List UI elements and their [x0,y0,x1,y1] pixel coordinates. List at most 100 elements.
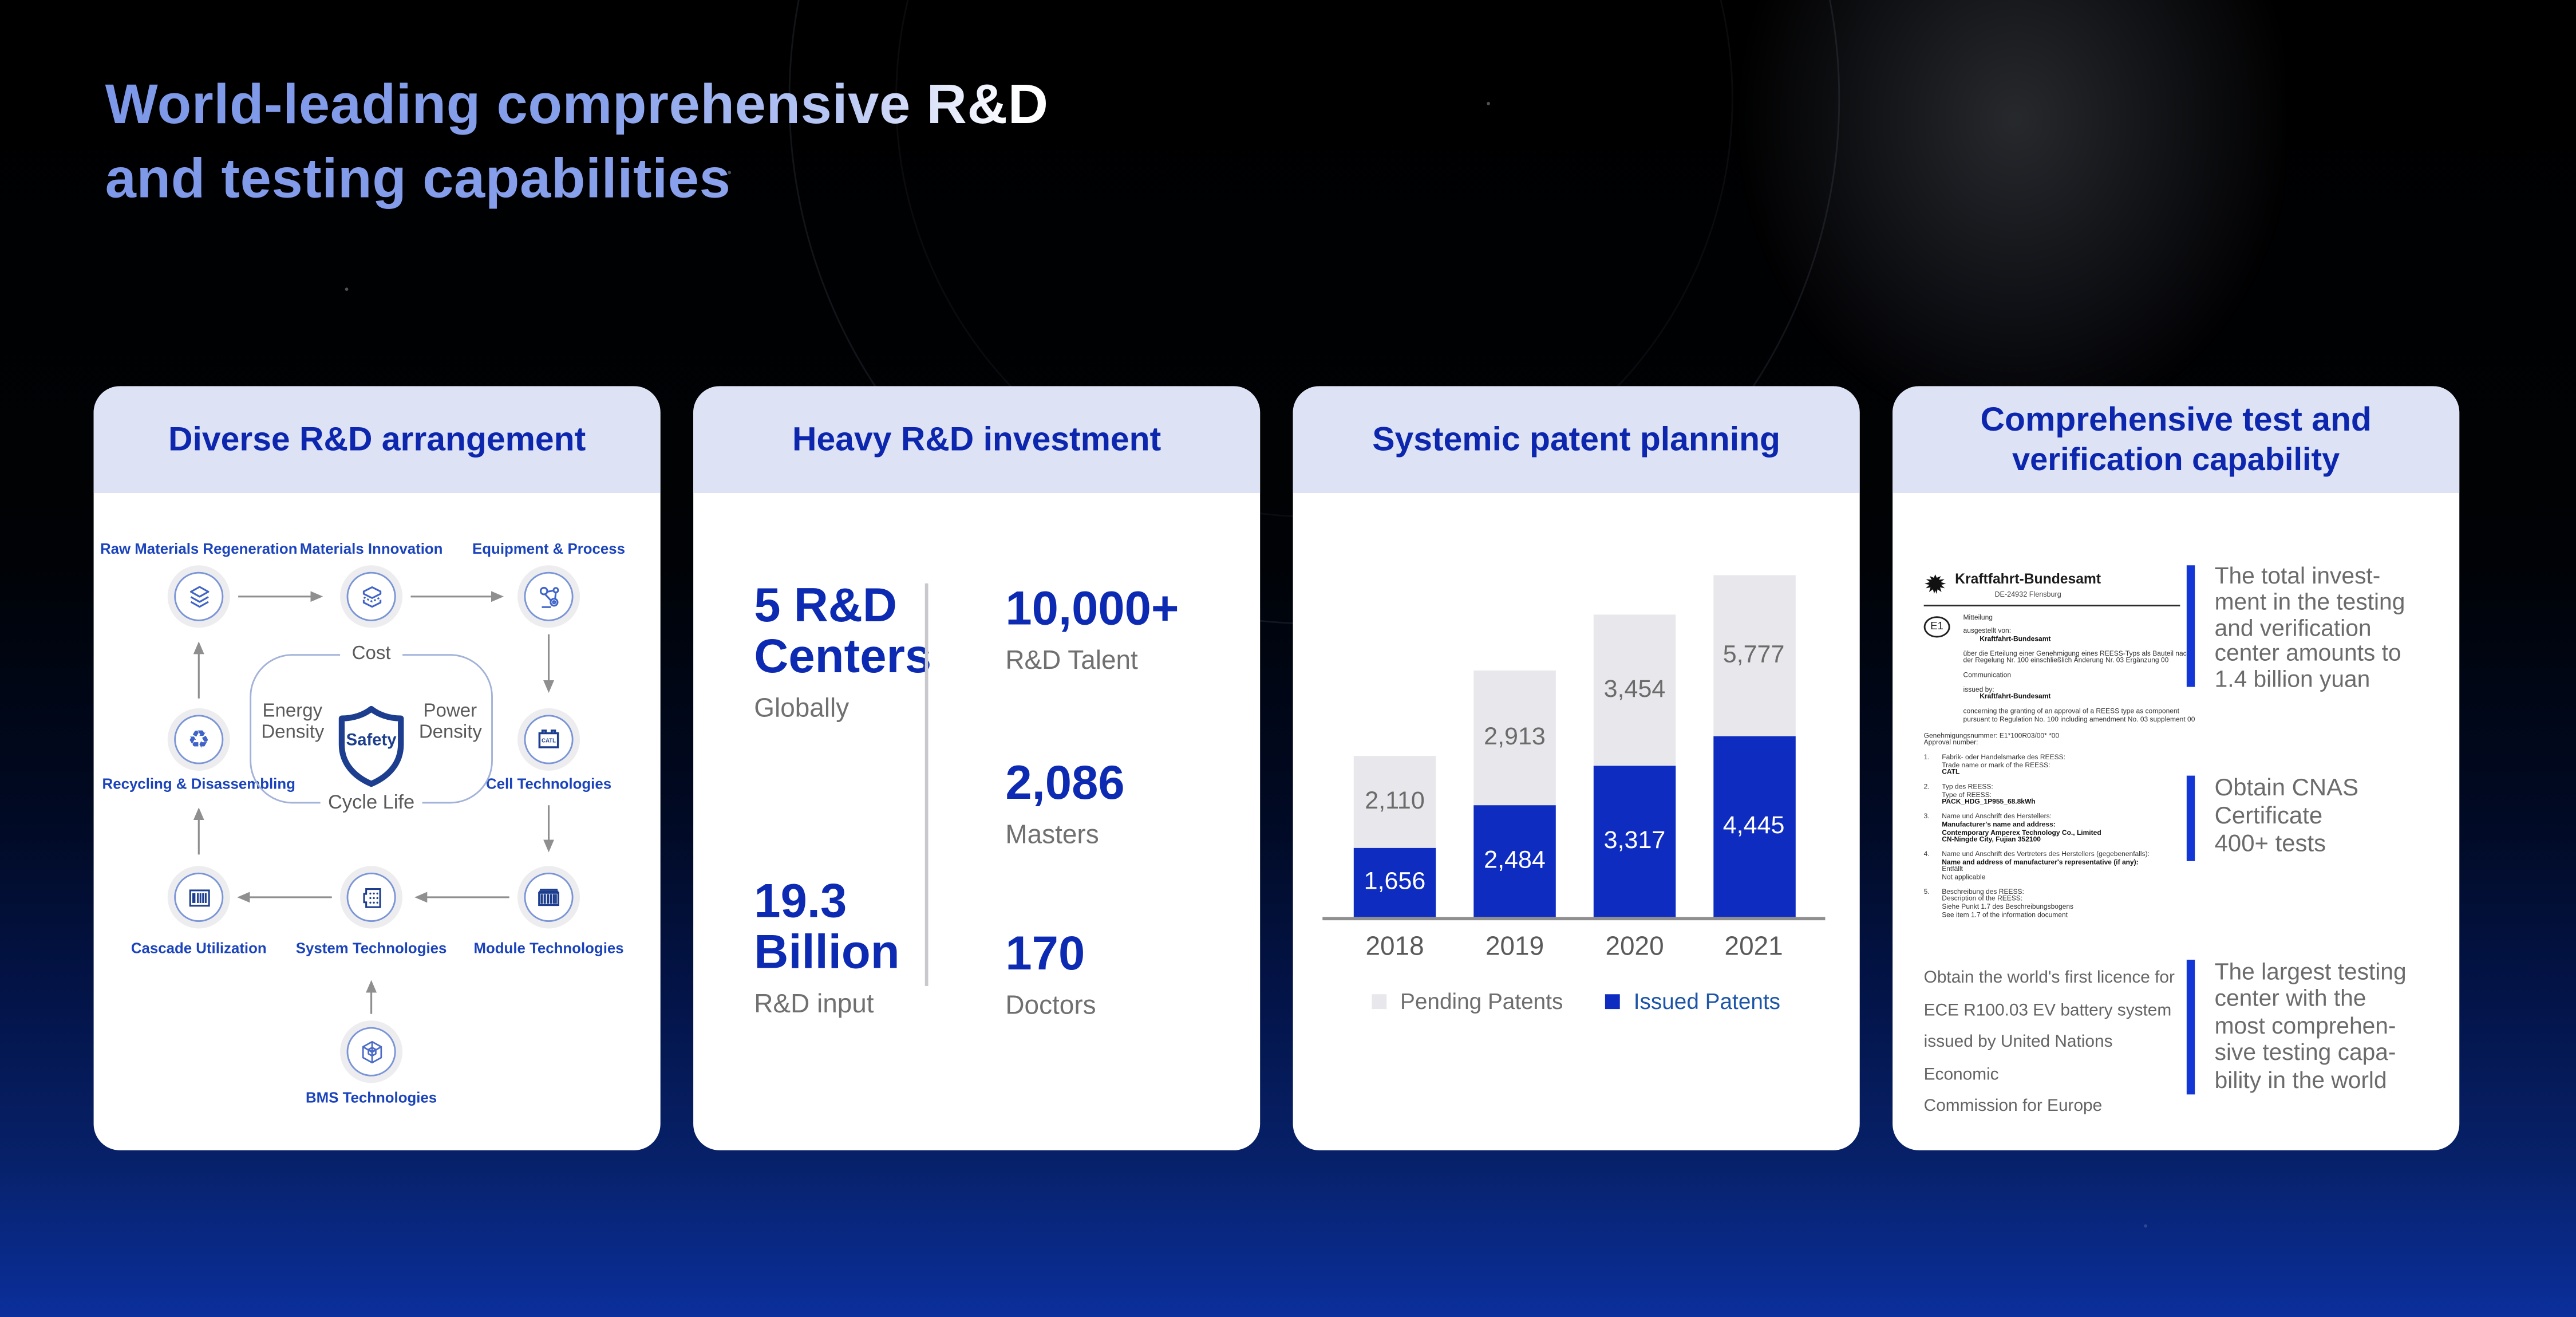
bar-pending-2019: 2,913 [1473,670,1556,806]
federal-eagle-icon [1925,574,1946,594]
node-cascade-utilization [167,866,230,929]
card-header-label: Systemic patent planning [1372,420,1780,458]
bar-issued-2018: 1,656 [1353,847,1436,917]
bar-pending-2021: 5,777 [1712,575,1795,736]
legend-swatch-icon [1605,994,1621,1010]
x-tick-2019: 2019 [1485,933,1544,961]
highlight-accent-bar [2186,775,2195,861]
certificate-item-number: 4. [1923,849,1930,858]
chart-x-axis [1322,917,1826,921]
bar-value-pending: 5,777 [1722,641,1785,669]
bar-pending-2018: 2,110 [1353,756,1436,848]
layers-icon [189,585,209,607]
highlight-block: Obtain CNAS Certificate 400+ tests [2186,775,2358,861]
certificate-text-line: Siehe Punkt 1.7 des Beschreibungsbogens [1942,902,2074,911]
certificate-text-line: Contemporary Amperex Technology Co., Lim… [1942,827,2101,836]
certificate-text-line: Manufacturer's name and address: [1942,819,2056,829]
certificate-rule [1923,604,2180,606]
background-dot [2144,1224,2147,1228]
stat-value: 5 R&D [754,580,898,633]
x-tick-2020: 2020 [1605,933,1664,961]
certificate-item: 4. Name und Anschrift des Vertreters des … [1923,849,2180,882]
stat-label: R&D Talent [1005,647,1138,676]
certificate-item: 1. Fabrik- oder Handelsmarke des REESS: Tr… [1924,753,2180,777]
node-label-raw-materials: Raw Materials Regeneration [100,541,298,557]
certificate-text-line: Name und Anschrift des Herstellers: [1942,812,2052,821]
certificate-text-line: Approval number: [1923,738,1978,747]
certificate-text-line: Name and address of manufacturer's repre… [1942,857,2139,866]
node-label-materials-innovation: Materials Innovation [299,541,443,557]
stat-label: R&D input [754,991,874,1019]
certificate-text-line: concerning the granting of an approval o… [1963,707,2180,715]
node-label-system-technologies: System Technologies [295,940,447,957]
certificate-text-line: Kraftfahrt-Bundesamt [1980,692,2051,701]
node-raw-materials [167,565,230,628]
certificate-item: 3. Name und Anschrift des Herstellers: Man… [1924,812,2180,845]
certificate-text-line: ausgestellt von: [1963,626,2012,635]
bar-issued-2019: 2,484 [1473,805,1556,917]
bar-value-issued: 3,317 [1603,826,1666,855]
recycle-icon: ♻ [187,725,210,754]
card-header-label-line1: Comprehensive test and [1980,400,2372,438]
highlight-text: The total invest-ment in the testing and … [2214,563,2405,694]
bar-value-issued: 1,656 [1364,868,1426,896]
node-recycling: ♻ [167,708,230,771]
certificate-item: 2. Typ des REESS: Type of REESS: PACK_HDG_1… [1923,782,2180,807]
stat-label: Doctors [1005,992,1096,1021]
stat-label: Globally [754,695,850,723]
card-header-label: Diverse R&D arrangement [168,420,586,458]
legend-swatch-icon [1372,994,1388,1010]
stat-value: 170 [1005,928,1085,981]
node-label-equipment-process: Equipment & Process [472,541,626,557]
highlight-block: The largest testing center with the most c… [2186,960,2407,1095]
bar-value-pending: 3,454 [1603,675,1666,704]
certificate-text-line: Not applicable [1942,873,1986,881]
legend-label: Pending Patents [1400,989,1563,1014]
certificate-authority: Kraftfahrt-Bundesamt [1955,570,2101,587]
certificate-text-line: Name und Anschrift des Vertreters des He… [1942,849,2150,858]
certificate-text-line: Trade name or mark of the REESS: [1942,760,2050,769]
certificate-text-line: Typ des REESS: [1942,782,1993,791]
material-stack-icon [362,585,381,607]
robot-arm-icon [539,586,559,608]
loop-label-cost: Cost [340,643,403,665]
certificate-location: DE-24932 Flensburg [1994,589,2061,598]
loop-label-power-density: Power Density [412,701,488,745]
node-label-cascade-utilization: Cascade Utilization [131,940,267,957]
node-label-cell-technologies: Cell Technologies [485,775,612,792]
rnd-cycle-diagram: Raw Materials Regeneration Materials Inn… [94,493,661,1150]
stat-value: Billion [754,926,900,980]
bar-value-pending: 2,913 [1484,723,1546,751]
certificate-e-mark-block: E1 Mitteilung ausgestellt von: Kraftfahrt-… [1923,612,2195,724]
loop-label-energy-density: Energy Density [254,701,330,745]
safety-shield-label: Safety [346,731,397,749]
bar-issued-2021: 4,445 [1712,736,1795,917]
certificate-header: Kraftfahrt-Bundesamt DE-24932 Flensburg [1924,570,2180,598]
bar-value-issued: 2,484 [1484,846,1546,874]
certificate-item-number: 2. [1923,782,1930,791]
certificate-item-number: 5. [1923,887,1930,896]
node-label-bms-technologies: BMS Technologies [306,1089,437,1106]
patent-chart: 2,110 1,656 2,913 2,484 3,454 3,317 5,777 4,445… [1293,493,1860,1150]
e1-mark-icon: E1 [1923,615,1950,637]
page-title-line1: World-leading comprehensive R&D [105,74,1049,137]
testing-content: Kraftfahrt-Bundesamt DE-24932 Flensburg … [1893,493,2459,1150]
kba-certificate-document: Kraftfahrt-Bundesamt DE-24932 Flensburg … [1923,570,2195,920]
highlight-block: The total invest-ment in the testing and … [2186,563,2405,695]
certificate-text-line: Mitteilung [1963,612,1993,621]
highlight-accent-bar [2186,565,2195,687]
stats-divider [924,583,928,986]
stat-block: 170 Doctors [1005,928,1096,1022]
certificate-text-line: PACK_HDG_1P955_68.8kWh [1942,798,2036,806]
certificate-approval-number: Genehmigungsnummer: E1*100R03/00* *00 App… [1923,731,2180,748]
bar-issued-2020: 3,317 [1593,766,1676,917]
stacked-bar-chart: 2,110 1,656 2,913 2,484 3,454 3,317 5,777 4,445 [1293,493,1860,1150]
stat-block: 2,086 Masters [1005,758,1124,851]
cards-row: Diverse R&D arrangement [93,386,2460,1150]
certificate-item-list: 1. Fabrik- oder Handelsmarke des REESS: Tr… [1923,753,2180,920]
node-bms-technologies [340,1020,403,1083]
stat-block: 19.3 Billion R&D input [754,877,900,1021]
certificate-text-line: Beschreibung des REESS: [1942,887,2024,896]
ece-licence-note: Obtain the world's first licence for ECE … [1924,963,2190,1124]
